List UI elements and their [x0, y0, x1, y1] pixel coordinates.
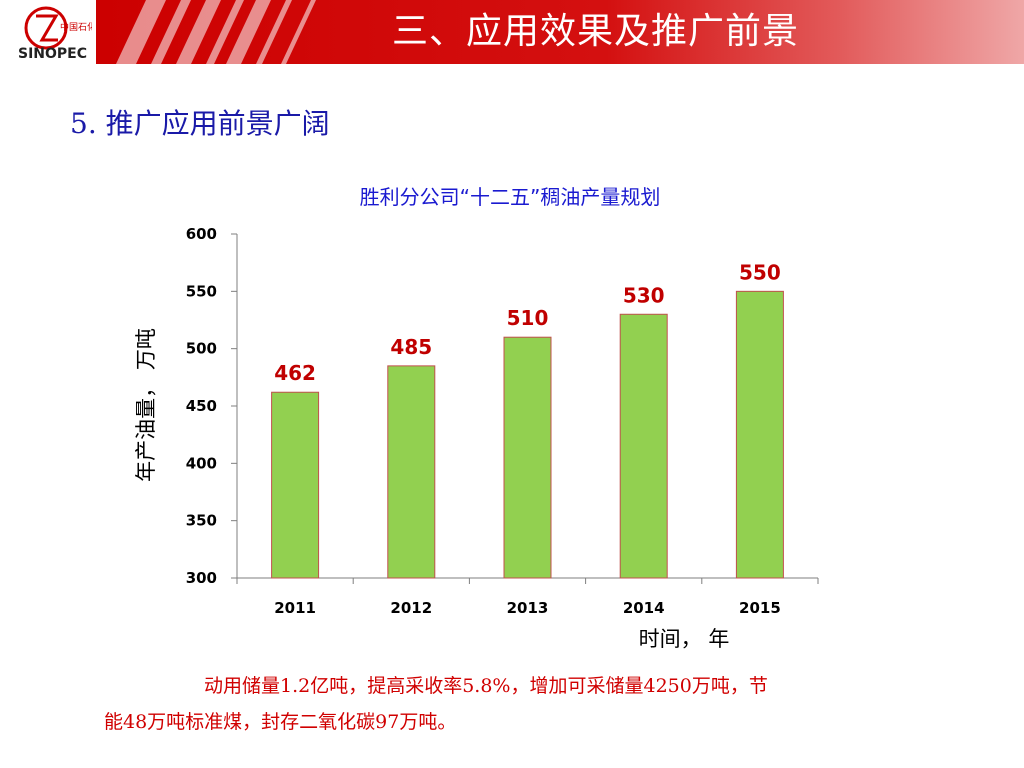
bar-2011: [271, 391, 320, 579]
x-tick-label-2014: 2014: [623, 599, 665, 617]
x-tick-label-2012: 2012: [390, 599, 432, 617]
y-tick-label: 500: [186, 340, 217, 358]
bar-2015: [735, 290, 784, 579]
svg-text:SINOPEC: SINOPEC: [18, 46, 87, 62]
y-tick-label: 400: [186, 454, 217, 472]
bar-2013: [503, 336, 552, 579]
title-banner: 三、应用效果及推广前景: [96, 0, 1024, 64]
x-tick-label-2013: 2013: [507, 599, 549, 617]
bar-chart: 胜利分公司“十二五”稠油产量规划 300 350 400 450 500 550 600 2…: [134, 185, 819, 651]
data-labels: 462 485 510 530 550: [274, 260, 781, 385]
data-label-2015: 550: [739, 260, 781, 284]
x-axis: 2011 2012 2013 2014 2015: [236, 577, 819, 617]
summary-line-2: 能48万吨标准煤，封存二氧化碳97万吨。: [104, 711, 457, 733]
data-label-2012: 485: [390, 335, 432, 359]
y-tick-label: 600: [186, 225, 217, 243]
bar-2012: [387, 365, 436, 579]
y-tick-label: 350: [186, 512, 217, 530]
y-tick-label: 550: [186, 282, 217, 300]
x-tick-label-2011: 2011: [274, 599, 316, 617]
page-title: 三、应用效果及推广前景: [392, 11, 800, 52]
summary-line-1: 动用储量1.2亿吨，提高采收率5.8%，增加可采储量4250万吨，节: [204, 675, 768, 697]
y-tick-label: 450: [186, 397, 217, 415]
banner-stripes: [116, 0, 316, 64]
bar-2014: [619, 313, 668, 579]
section-title: 5. 推广应用前景广阔: [70, 107, 330, 140]
svg-text:中国石化: 中国石化: [60, 21, 92, 33]
data-label-2014: 530: [623, 283, 665, 307]
chart-title: 胜利分公司“十二五”稠油产量规划: [360, 185, 661, 209]
bars: [271, 290, 784, 579]
y-tick-label: 300: [186, 569, 217, 587]
sinopec-logo-icon: 中国石化 SINOPEC: [14, 4, 96, 62]
data-label-2013: 510: [507, 306, 549, 330]
x-tick-label-2015: 2015: [739, 599, 781, 617]
y-axis-title: 年产油量， 万吨: [134, 328, 158, 482]
y-axis: 300 350 400 450 500 550 600: [186, 225, 238, 587]
x-axis-title: 时间， 年: [639, 627, 730, 651]
data-label-2011: 462: [274, 361, 316, 385]
header: 中国石化 SINOPEC 三、应用效果及推广前景: [0, 0, 1024, 66]
summary-text: 动用储量1.2亿吨，提高采收率5.8%，增加可采储量4250万吨，节 能48万吨…: [104, 668, 964, 740]
